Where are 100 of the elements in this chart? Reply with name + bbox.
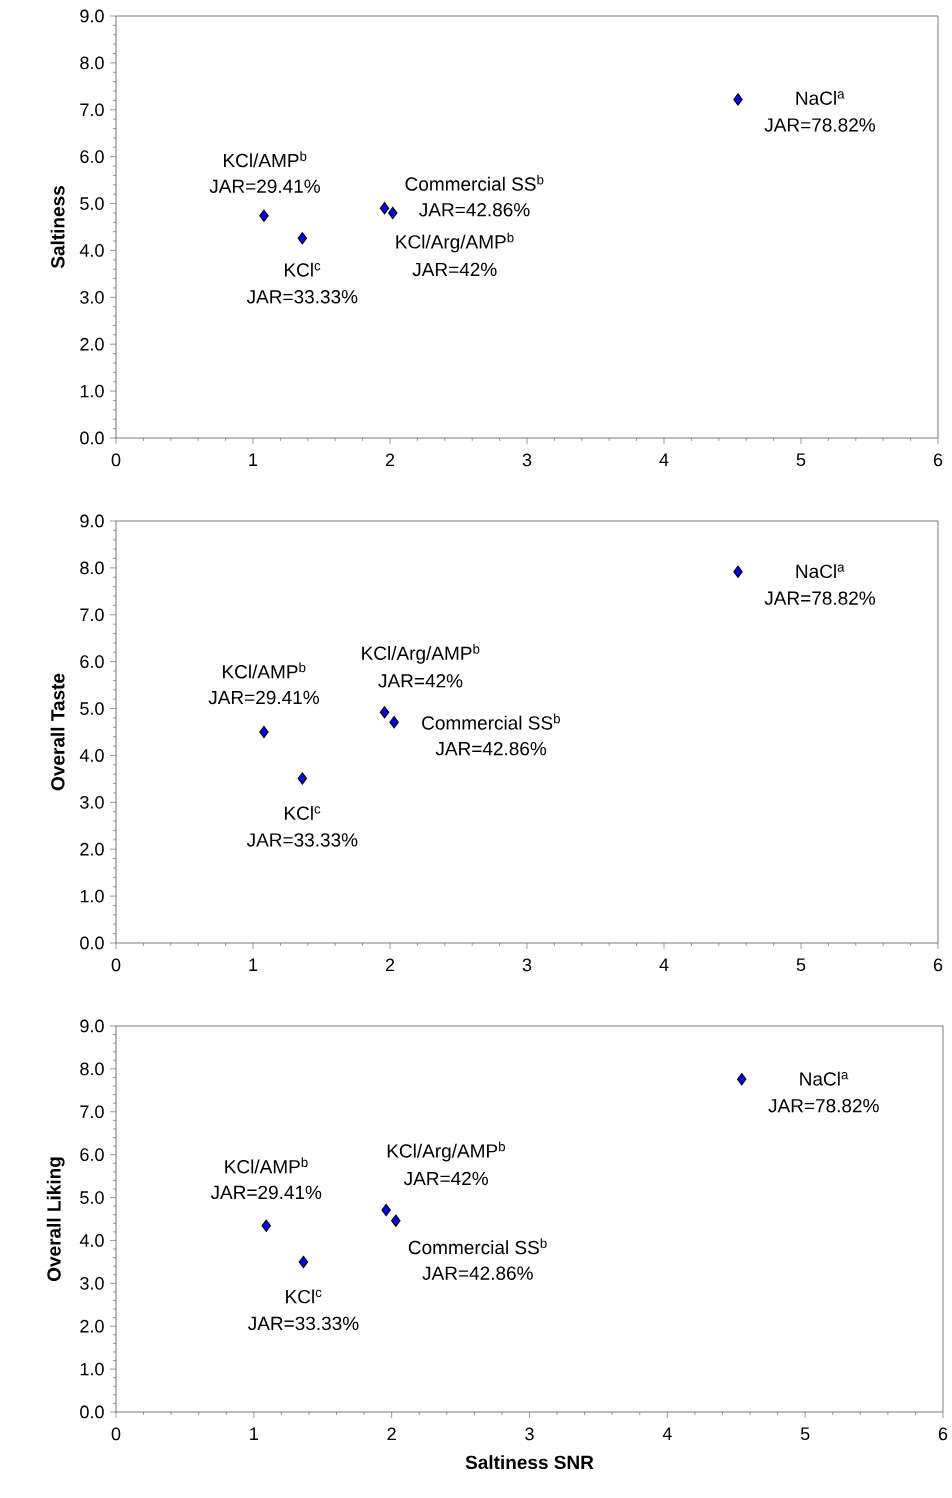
point [381, 1203, 391, 1217]
x-tick-label: 5 [796, 453, 806, 467]
annotation: NaCl$^{a}$ [796, 564, 845, 579]
annotation: JAR=42.86% [435, 741, 547, 756]
y-tick-label: 7.0 [80, 1105, 104, 1119]
y-tick-label: 0.0 [80, 1405, 104, 1419]
annotation: KCl/AMP$^{b}$ [223, 662, 306, 679]
y-tick-label: 1.0 [80, 384, 104, 398]
y-tick-label: 9.0 [80, 514, 104, 528]
annotation: JAR=78.82% [768, 1098, 879, 1113]
y-tick-label: 3.0 [80, 1276, 104, 1290]
annotation: JAR=42% [403, 1171, 488, 1186]
annotation: Commercial SS$^{b}$ [408, 1238, 547, 1255]
y-tick-label: 0.0 [80, 431, 104, 445]
y-axis-title: Overall Liking [46, 1157, 65, 1282]
x-tick-label: 0 [111, 958, 121, 972]
annotation: Commercial SS$^{b}$ [422, 713, 560, 730]
y-tick-label: 0.0 [80, 936, 104, 950]
y-tick-label: 4.0 [79, 1234, 104, 1247]
x-axis-title: Saltiness SNR [465, 1455, 594, 1470]
point [379, 706, 390, 719]
annotation: JAR=42.86% [422, 1266, 533, 1280]
annotation: KCl$^{c}$ [284, 262, 321, 277]
y-tick-label: 1.0 [80, 889, 104, 903]
y-axis-title: Saltiness [50, 186, 65, 269]
annotation: JAR=42% [412, 262, 497, 277]
x-tick-label: 3 [522, 958, 532, 972]
x-tick-label: 0 [111, 1427, 121, 1441]
y-tick-label: 5.0 [80, 1191, 104, 1204]
point [259, 725, 269, 739]
x-tick-label: 1 [249, 453, 258, 466]
annotation: KCl/AMP$^{b}$ [224, 151, 307, 168]
x-tick-label: 6 [938, 1427, 948, 1441]
point [737, 1073, 747, 1086]
y-tick-label: 7.0 [80, 103, 104, 117]
annotation: JAR=42.86% [419, 203, 530, 217]
annotation: JAR=42% [378, 674, 463, 688]
annotation: KCl/AMP$^{b}$ [225, 1157, 308, 1174]
annotation: KCl/Arg/AMP$^{b}$ [362, 643, 480, 664]
point [733, 93, 743, 106]
x-tick-label: 3 [525, 1427, 534, 1441]
x-tick-label: 2 [385, 958, 395, 972]
x-tick-label: 4 [659, 958, 669, 971]
x-tick-label: 0 [111, 453, 121, 467]
annotation: KCl$^{c}$ [286, 1289, 322, 1304]
y-tick-label: 1.0 [80, 1362, 104, 1376]
x-tick-label: 2 [387, 1427, 396, 1441]
y-tick-label: 2.0 [80, 337, 104, 351]
annotation: JAR=78.82% [764, 118, 875, 132]
y-tick-label: 2.0 [80, 1319, 104, 1333]
x-tick-label: 1 [250, 1427, 258, 1440]
point [388, 206, 398, 220]
x-tick-label: 3 [522, 453, 532, 467]
point [297, 772, 308, 785]
x-tick-label: 4 [659, 453, 669, 466]
annotation: KCl/Arg/AMP$^{b}$ [396, 232, 514, 253]
point [261, 1219, 271, 1232]
y-tick-label: 8.0 [80, 561, 104, 575]
y-tick-label: 8.0 [80, 56, 104, 70]
annotation: JAR=33.33% [246, 290, 358, 304]
point [297, 232, 308, 245]
x-tick-label: 1 [249, 958, 258, 971]
point [298, 1255, 309, 1268]
y-tick-label: 6.0 [80, 655, 104, 669]
point [389, 716, 399, 729]
x-tick-label: 6 [933, 958, 943, 972]
x-tick-label: 6 [933, 453, 943, 467]
y-tick-label: 7.0 [80, 608, 104, 622]
y-tick-label: 2.0 [80, 842, 104, 856]
y-tick-label: 4.0 [79, 749, 104, 762]
y-tick-label: 9.0 [80, 1019, 104, 1033]
y-tick-label: 5.0 [80, 197, 104, 210]
y-tick-label: 3.0 [80, 795, 104, 809]
annotation: JAR=33.33% [246, 833, 358, 847]
annotation: JAR=78.82% [764, 591, 875, 605]
annotation: Commercial SS$^{b}$ [405, 174, 544, 191]
annotation: JAR=29.41% [210, 1185, 322, 1200]
y-axis-title: Overall Taste [50, 673, 65, 791]
y-tick-label: 6.0 [80, 1148, 104, 1162]
y-tick-label: 6.0 [80, 150, 104, 164]
y-tick-label: 3.0 [80, 290, 104, 304]
annotation: KCl/Arg/AMP$^{b}$ [387, 1141, 505, 1162]
point [259, 209, 269, 222]
point [379, 202, 390, 215]
x-tick-label: 5 [800, 1427, 810, 1441]
point [391, 1214, 401, 1227]
y-tick-label: 5.0 [80, 702, 104, 715]
annotation: JAR=29.41% [209, 179, 320, 193]
y-tick-label: 9.0 [80, 9, 104, 23]
annotation: KCl$^{c}$ [284, 805, 321, 820]
annotation: NaCl$^{a}$ [800, 1071, 849, 1086]
annotation: JAR=29.41% [208, 690, 319, 705]
annotation: NaCl$^{a}$ [796, 90, 845, 105]
annotation: JAR=33.33% [248, 1316, 359, 1331]
y-tick-label: 8.0 [80, 1062, 104, 1076]
x-tick-label: 2 [385, 453, 395, 467]
y-tick-label: 4.0 [79, 244, 104, 257]
x-tick-label: 5 [796, 958, 806, 972]
point [733, 565, 743, 578]
x-tick-label: 4 [662, 1427, 672, 1440]
